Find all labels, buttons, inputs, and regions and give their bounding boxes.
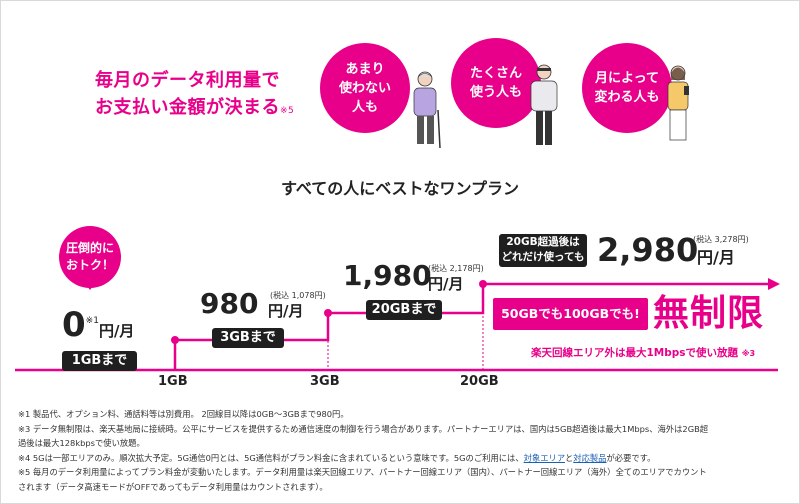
footnote-4: ※4 5Gは一部エリアのみ。順次拡大予定。5G通信0円とは、5G通信料がプラン料… [18,452,656,463]
callout-pointer [84,282,96,290]
bubble-light-user: あまり 使わない 人も [320,43,410,133]
footnote-3-cont: 過後は最大128kbpsで使い放題。 [18,438,145,448]
axis-tick-20gb: 20GB [460,374,499,389]
tier-2980-tax: (税込 3,278円) [693,235,749,244]
axis-tick-1gb: 1GB [158,374,188,389]
headline-line2: お支払い金額が決まる※5 [95,97,295,118]
headline-line1: 毎月のデータ利用量で [95,70,280,91]
badge-3gb: 3GBまで [212,328,284,348]
tier-free-price: 0※1円/月 [62,305,135,345]
footnote-5: ※5 毎月のデータ利用量によってプラン料金が変動いたします。データ利用量は楽天回… [18,467,707,477]
tier-980-unit: 円/月 [268,302,304,320]
young-person-icon [530,64,558,145]
tier-980-tax: (税込 1,078円) [270,291,326,300]
unlimited-left-label: 50GBでも100GBでも! [493,298,648,330]
target-area-link[interactable]: 対象エリア [523,452,565,463]
bubble-varied-user: 月によって 変わる人も [582,43,672,133]
headline-note: ※5 [280,106,295,116]
bubble-heavy-user: たくさん 使う人も [451,38,541,128]
headline: 毎月のデータ利用量で お支払い金額が決まる※5 [95,67,294,125]
tier-1980-price: 1,980 [343,259,432,292]
plan-subtitle: すべての人にベストなワンプラン [280,179,520,198]
unlimited-title: 無制限 [653,293,765,334]
badge-1gb: 1GBまで [62,351,137,371]
tier-1980-unit: 円/月 [428,275,464,293]
footnote-1: ※1 製品代、オプション料、通話料等は別費用。 2回線目以降は0GB〜3GBまで… [18,409,349,419]
tier-2980-price: 2,980 [597,231,699,269]
footnotes: ※1 製品代、オプション料、通話料等は別費用。 2回線目以降は0GB〜3GBまで… [18,407,783,494]
supported-products-link[interactable]: 対応製品 [573,452,607,463]
tier-1980-tax: (税込 2,178円) [428,264,484,273]
footnote-5-cont: されます（データ高速モードがOFFであってもデータ利用量はカウントされます）。 [18,481,328,492]
tier-2980-unit: 円/月 [697,248,735,267]
footnote-3: ※3 データ無制限は、楽天基地局に接続時。公平にサービスを提供するため通信速度の… [18,423,709,434]
unlimited-sub: 楽天回線エリア外は最大1Mbpsで使い放題 ※3 [531,347,756,359]
elderly-person-icon [413,71,441,149]
unlimited-block: 50GBでも100GBでも! 無制限 [493,290,771,348]
woman-with-phone-icon [667,65,689,141]
axis-tick-3gb: 3GB [310,374,340,389]
badge-20gb: 20GBまで [366,300,442,320]
arrow-head-icon [768,278,780,290]
over-20gb-box: 20GB超過後は どれだけ使っても [499,234,587,267]
tier-980-price: 980 [200,287,259,320]
bargain-callout: 圧倒的に おトク！ [59,226,121,288]
price-staircase-chart [15,278,780,372]
